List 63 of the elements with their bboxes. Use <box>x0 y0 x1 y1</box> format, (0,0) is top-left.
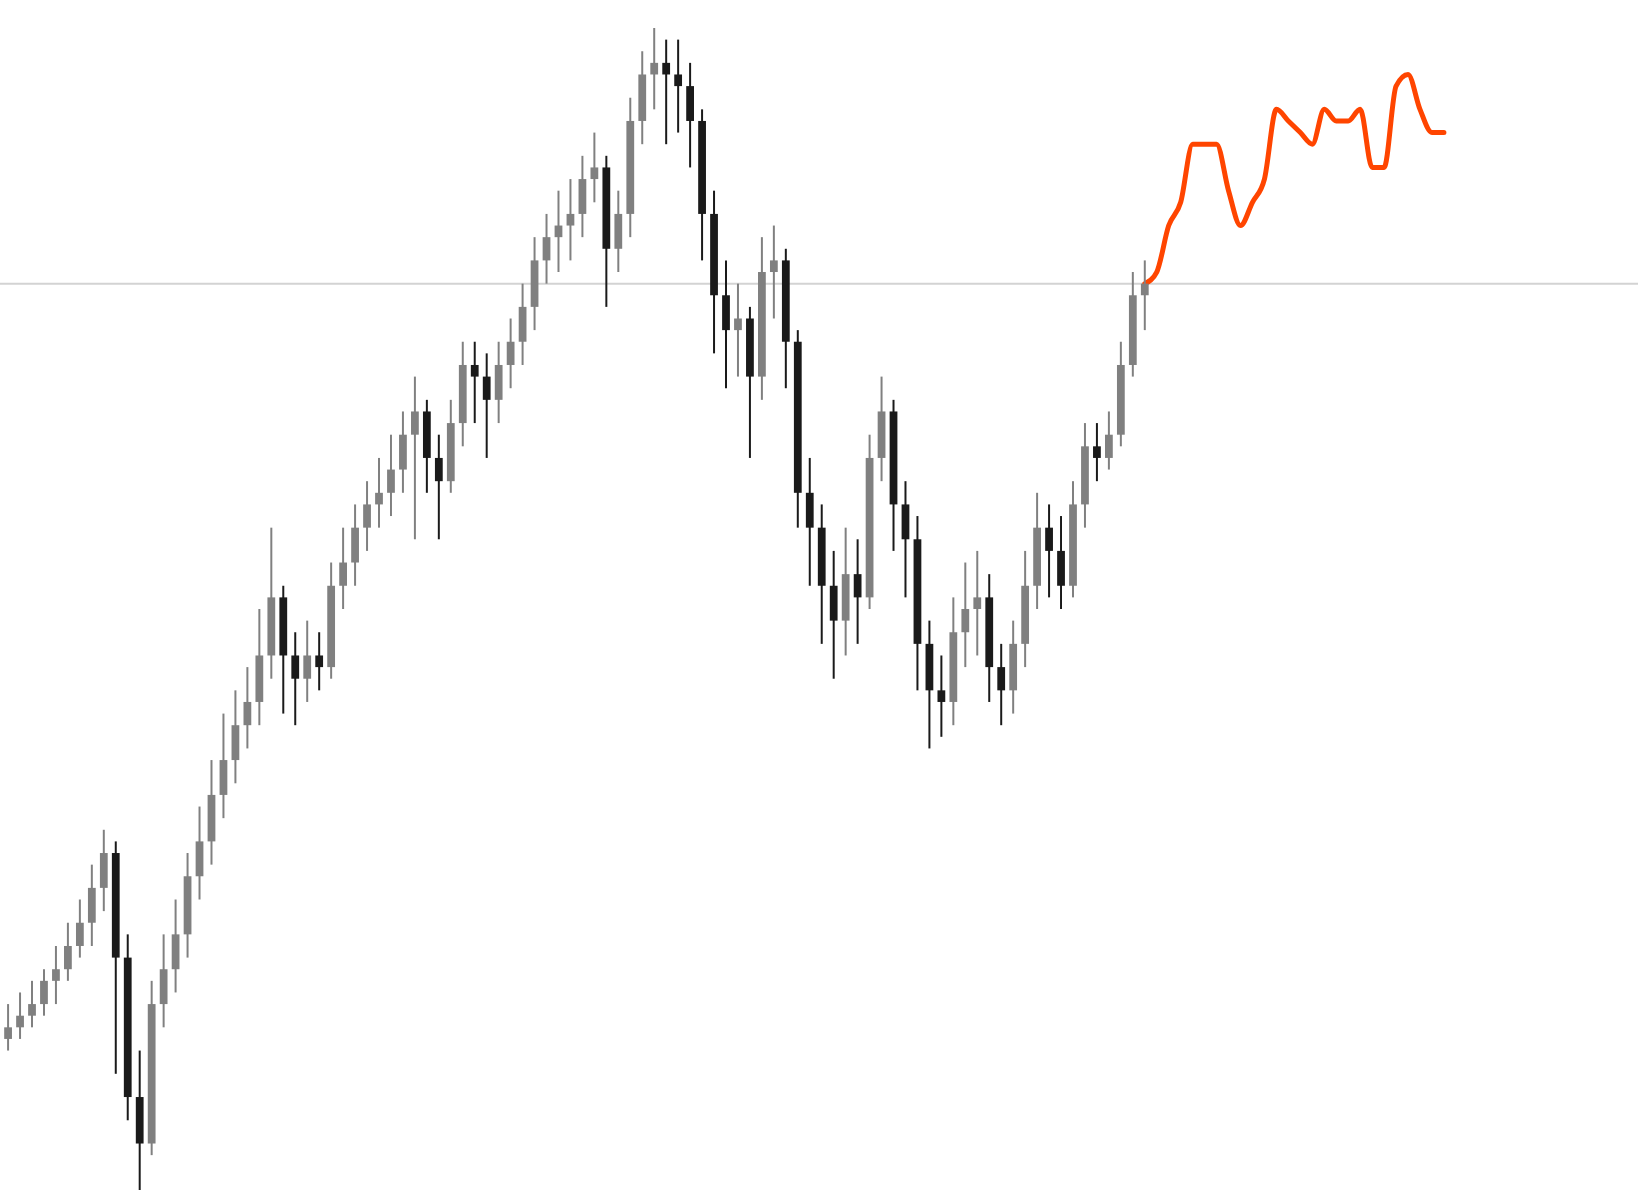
candlestick <box>422 398 431 494</box>
candlestick <box>494 340 503 425</box>
candlestick <box>351 503 359 587</box>
candlestick <box>219 712 228 820</box>
candlestick <box>339 526 347 610</box>
candlestick <box>961 561 970 669</box>
candlestick <box>291 631 300 727</box>
candlestick <box>411 375 419 541</box>
candlestick <box>769 224 778 320</box>
candlestick <box>4 1003 12 1052</box>
candlestick <box>662 38 671 146</box>
candlestick <box>722 259 730 390</box>
candlestick <box>87 863 96 947</box>
candlestick <box>829 549 838 680</box>
candlestick <box>1009 619 1018 715</box>
candlestick <box>387 433 395 518</box>
candlestick <box>518 282 527 366</box>
candlestick <box>805 456 814 587</box>
candlestick <box>901 480 910 599</box>
candlestick <box>159 933 168 1029</box>
candlestick <box>255 608 264 727</box>
candlestick <box>590 131 599 204</box>
candlestick <box>853 538 862 645</box>
candlestick <box>171 898 180 994</box>
candlestick <box>399 410 407 494</box>
candlestick <box>841 526 850 657</box>
candlestick <box>1093 422 1101 483</box>
candlestick <box>363 480 371 552</box>
candlestick <box>734 282 742 378</box>
candlestick <box>231 689 240 785</box>
candlestick <box>470 340 479 425</box>
candlestick <box>530 236 539 332</box>
candlestick <box>434 433 443 541</box>
candlestick <box>614 189 623 274</box>
candlestick <box>1057 515 1065 610</box>
candlestick <box>997 642 1006 727</box>
candlestick <box>303 619 312 703</box>
candlestick <box>578 154 587 239</box>
candlestick <box>937 654 946 738</box>
candlestick <box>375 456 383 529</box>
candlestick <box>16 991 24 1040</box>
candlestick <box>99 828 108 913</box>
candlestick <box>482 352 491 459</box>
candlestick <box>650 27 659 111</box>
candlestick <box>315 631 324 692</box>
candlestick <box>877 375 886 483</box>
candlestick <box>75 898 84 959</box>
candlestick <box>52 944 60 1006</box>
candlestick <box>195 805 204 901</box>
candlestick <box>64 921 72 982</box>
candlestick <box>243 666 252 750</box>
candlestick <box>506 317 515 390</box>
candlestick <box>1105 410 1113 471</box>
candlestick <box>973 549 982 657</box>
candlestick <box>40 968 48 1017</box>
candlestick <box>1045 503 1053 599</box>
candlestick <box>28 979 36 1029</box>
candlestick <box>686 61 694 169</box>
candlestick <box>638 50 647 146</box>
candlestick <box>1140 259 1149 332</box>
candlestick <box>135 1049 144 1191</box>
candlestick <box>566 178 575 262</box>
candlestick <box>674 38 683 134</box>
